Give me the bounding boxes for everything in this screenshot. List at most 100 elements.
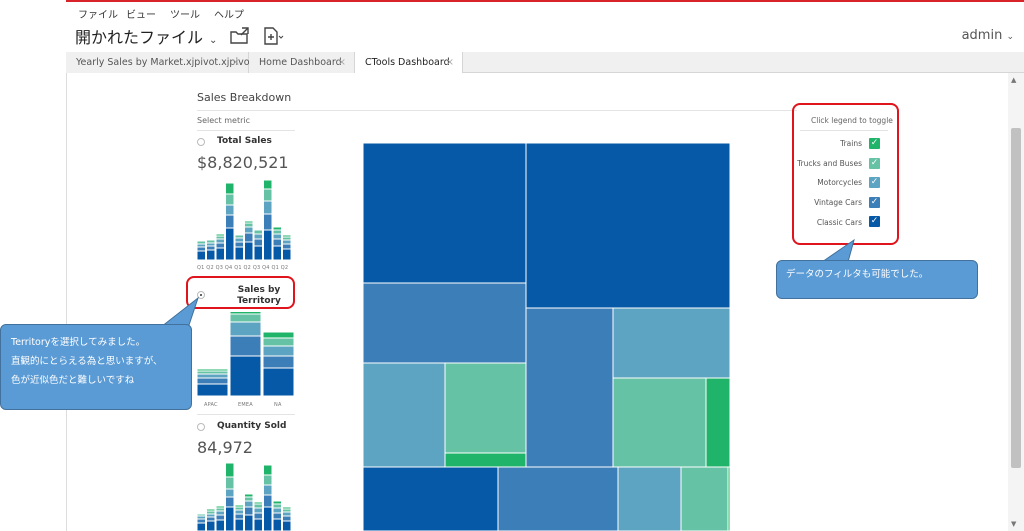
sparkline-bar-segment[interactable] (244, 226, 254, 234)
treemap-tile[interactable] (612, 307, 730, 379)
treemap-tile[interactable] (705, 377, 730, 468)
sparkline-bar-segment[interactable] (229, 355, 262, 397)
sparkline-bar-segment[interactable] (282, 239, 292, 245)
sparkline-bar-segment[interactable] (282, 520, 292, 531)
sparkline-bar-segment[interactable] (206, 249, 216, 261)
sparkline-bar-segment[interactable] (253, 245, 263, 261)
sparkline-bar-segment[interactable] (253, 229, 263, 235)
sparkline-bar-segment[interactable] (282, 248, 292, 261)
sparkline-bar-segment[interactable] (244, 514, 254, 531)
legend-label-vintage[interactable]: Vintage Cars (814, 198, 862, 207)
sparkline-bar-segment[interactable] (215, 505, 225, 509)
sparkline-bar-segment[interactable] (272, 233, 282, 240)
sparkline-bar-segment[interactable] (282, 515, 292, 522)
sparkline-bar-segment[interactable] (263, 506, 273, 531)
scroll-down-icon[interactable]: ▼ (1011, 520, 1017, 528)
sparkline-bar-segment[interactable] (263, 484, 273, 496)
sparkline-bar-segment[interactable] (234, 237, 244, 243)
sparkline-bar-segment[interactable] (215, 242, 225, 249)
motorcycles-checkbox[interactable]: ✓ (869, 177, 880, 188)
close-icon[interactable]: × (337, 57, 346, 68)
treemap-tile[interactable] (680, 466, 729, 531)
sparkline-bar-segment[interactable] (244, 493, 254, 498)
territory-sparkline[interactable] (197, 312, 295, 398)
scroll-up-icon[interactable]: ▲ (1011, 76, 1017, 84)
sparkline-bar-segment[interactable] (225, 506, 235, 531)
sparkline-bar-segment[interactable] (272, 507, 282, 514)
legend-label-trucks[interactable]: Trucks and Buses (797, 159, 862, 168)
sparkline-bar-segment[interactable] (197, 246, 206, 252)
sparkline-bar-segment[interactable] (244, 222, 254, 228)
sparkline-bar-segment[interactable] (197, 383, 229, 397)
sparkline-bar-segment[interactable] (262, 355, 295, 369)
treemap-tile[interactable] (727, 466, 730, 531)
open-files-dropdown[interactable]: 開かれたファイル ⌄ (75, 24, 217, 48)
sparkline-bar-segment[interactable] (272, 245, 282, 261)
sparkline-bar-segment[interactable] (244, 220, 254, 224)
sparkline-bar-segment[interactable] (272, 500, 282, 505)
sparkline-bar-segment[interactable] (282, 511, 292, 517)
quantity-sold-radio[interactable] (197, 423, 205, 431)
sparkline-bar-segment[interactable] (253, 507, 263, 514)
sparkline-bar-segment[interactable] (229, 335, 262, 357)
sparkline-bar-segment[interactable] (244, 506, 254, 516)
sparkline-bar-segment[interactable] (263, 474, 273, 486)
quantity-sparkline[interactable] (197, 462, 295, 531)
sales-by-territory-radio[interactable] (197, 291, 205, 299)
sparkline-bar-segment[interactable] (253, 512, 263, 520)
sparkline-bar-segment[interactable] (262, 367, 295, 397)
sparkline-bar-segment[interactable] (263, 229, 273, 261)
sparkline-bar-segment[interactable] (197, 377, 229, 385)
sparkline-bar-segment[interactable] (272, 518, 282, 531)
sparkline-bar-segment[interactable] (244, 241, 254, 261)
sparkline-bar-segment[interactable] (263, 213, 273, 231)
close-icon[interactable]: × (231, 57, 240, 68)
tab-home-dashboard[interactable]: Home Dashboard × (249, 52, 355, 73)
sparkline-bar-segment[interactable] (215, 510, 225, 516)
sparkline-bar-segment[interactable] (244, 232, 254, 243)
trucks-checkbox[interactable]: ✓ (869, 158, 880, 169)
sparkline-bar-segment[interactable] (206, 508, 216, 512)
close-icon[interactable]: × (445, 57, 454, 68)
trains-checkbox[interactable]: ✓ (869, 138, 880, 149)
sparkline-bar-segment[interactable] (225, 496, 235, 508)
tab-yearly-sales[interactable]: Yearly Sales by Market.xjpivot.xjpivot × (66, 52, 253, 73)
sparkline-bar-segment[interactable] (206, 245, 216, 251)
sparkline-bar-segment[interactable] (229, 312, 262, 315)
sparkline-bar-segment[interactable] (272, 503, 282, 509)
legend-label-motorcycles[interactable]: Motorcycles (817, 178, 862, 187)
sparkline-bar-segment[interactable] (234, 246, 244, 261)
sparkline-bar-segment[interactable] (234, 513, 244, 520)
sparkline-bar-segment[interactable] (234, 241, 244, 248)
sparkline-bar-segment[interactable] (197, 368, 229, 372)
treemap-tile[interactable] (525, 143, 730, 309)
sparkline-bar-segment[interactable] (215, 247, 225, 261)
menu-tools[interactable]: ツール (170, 10, 200, 21)
sparkline-bar-segment[interactable] (197, 250, 206, 261)
treemap-tile[interactable] (444, 452, 527, 468)
sparkline-bar-segment[interactable] (197, 373, 229, 379)
sparkline-bar-segment[interactable] (282, 506, 292, 510)
sparkline-bar-segment[interactable] (215, 233, 225, 237)
treemap-tile[interactable] (363, 362, 446, 468)
legend-label-trains[interactable]: Trains (840, 139, 862, 148)
sparkline-bar-segment[interactable] (282, 234, 292, 238)
sparkline-bar-segment[interactable] (244, 500, 254, 508)
sparkline-bar-segment[interactable] (225, 193, 235, 206)
sparkline-bar-segment[interactable] (197, 512, 206, 515)
total-sales-sparkline[interactable] (197, 178, 295, 262)
sparkline-bar-segment[interactable] (225, 214, 235, 229)
sparkline-bar-segment[interactable] (234, 233, 244, 236)
treemap-tile[interactable] (612, 377, 707, 468)
sparkline-bar-segment[interactable] (197, 518, 206, 524)
menu-view[interactable]: ビュー (126, 10, 156, 21)
sparkline-bar-segment[interactable] (225, 182, 235, 195)
sparkline-bar-segment[interactable] (225, 462, 235, 478)
treemap-tile[interactable] (497, 466, 619, 531)
sparkline-bar-segment[interactable] (253, 518, 263, 531)
sparkline-bar-segment[interactable] (229, 313, 262, 323)
treemap-tile[interactable] (617, 466, 682, 531)
sparkline-bar-segment[interactable] (263, 494, 273, 508)
menu-help[interactable]: ヘルプ (214, 10, 244, 21)
sparkline-bar-segment[interactable] (282, 243, 292, 250)
